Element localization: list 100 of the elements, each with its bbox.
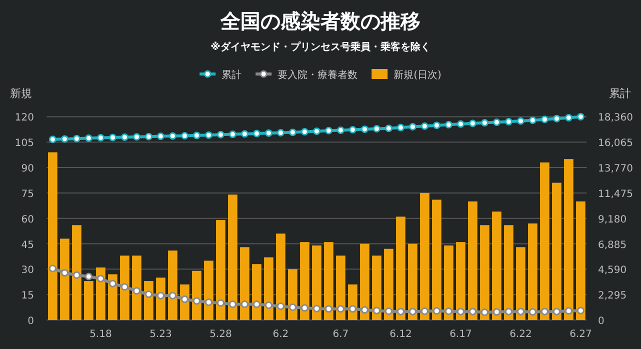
bar bbox=[168, 250, 178, 320]
point bbox=[192, 132, 200, 140]
bar bbox=[492, 212, 502, 320]
point bbox=[324, 305, 332, 313]
bar bbox=[48, 152, 58, 320]
point bbox=[84, 134, 92, 142]
point bbox=[396, 124, 404, 132]
bar bbox=[72, 225, 82, 320]
point bbox=[96, 134, 104, 142]
bar bbox=[480, 225, 490, 320]
point bbox=[516, 308, 524, 316]
point bbox=[96, 274, 104, 282]
bar bbox=[420, 192, 430, 320]
point bbox=[288, 304, 296, 312]
point bbox=[132, 287, 140, 295]
bar bbox=[552, 182, 562, 320]
y-tick-label: 15 bbox=[21, 290, 34, 302]
y2-tick-label: 6,885 bbox=[598, 240, 627, 251]
point bbox=[120, 133, 128, 141]
point bbox=[168, 292, 176, 300]
legend-label: 累計 bbox=[222, 69, 242, 81]
point bbox=[60, 269, 68, 277]
point bbox=[420, 122, 428, 130]
point bbox=[156, 292, 164, 300]
point bbox=[408, 308, 416, 316]
legend-label: 新規(日次) bbox=[394, 69, 442, 81]
point bbox=[120, 283, 128, 291]
point bbox=[228, 130, 236, 138]
point bbox=[84, 272, 92, 280]
point bbox=[576, 306, 584, 314]
point bbox=[252, 130, 260, 138]
point bbox=[444, 308, 452, 315]
y-axis-title: 新規 bbox=[10, 87, 32, 100]
bar bbox=[540, 162, 550, 320]
bar bbox=[516, 247, 526, 320]
chart-title: 全国の感染者数の推移 bbox=[220, 9, 420, 33]
y2-tick-label: 11,475 bbox=[598, 188, 633, 200]
point bbox=[552, 114, 560, 122]
y-tick-label: 45 bbox=[21, 240, 34, 251]
point bbox=[216, 299, 224, 307]
point bbox=[336, 305, 344, 313]
bar bbox=[456, 242, 466, 320]
point bbox=[108, 280, 116, 288]
point bbox=[480, 119, 488, 127]
point bbox=[192, 297, 200, 305]
bar bbox=[336, 256, 346, 320]
point bbox=[204, 131, 212, 139]
x-tick-label: 6.17 bbox=[450, 329, 472, 340]
bar bbox=[432, 200, 442, 320]
point bbox=[228, 300, 236, 308]
y2-tick-label: 2,295 bbox=[598, 290, 627, 302]
point bbox=[240, 130, 248, 138]
x-tick-label: 5.18 bbox=[90, 329, 112, 340]
bar bbox=[276, 234, 286, 320]
point bbox=[300, 128, 308, 136]
point bbox=[372, 306, 380, 314]
point bbox=[456, 120, 464, 128]
point bbox=[492, 308, 500, 316]
bar bbox=[132, 256, 142, 320]
point bbox=[288, 128, 296, 136]
y-tick-label: 30 bbox=[21, 265, 34, 276]
point bbox=[48, 264, 56, 272]
point bbox=[456, 308, 464, 316]
y2-tick-label: 9,180 bbox=[598, 214, 627, 226]
y-tick-label: 0 bbox=[28, 316, 34, 327]
bar bbox=[408, 244, 418, 320]
point bbox=[528, 116, 536, 124]
point bbox=[480, 308, 488, 316]
point bbox=[204, 298, 212, 306]
x-tick-label: 6.2 bbox=[272, 329, 289, 340]
point bbox=[72, 271, 80, 279]
point bbox=[300, 304, 308, 312]
x-tick-label: 5.23 bbox=[150, 329, 172, 340]
point bbox=[420, 308, 428, 315]
legend-label: 要入院・療養者数 bbox=[278, 69, 358, 81]
y2-tick-label: 16,065 bbox=[598, 138, 633, 150]
point bbox=[180, 132, 188, 140]
point bbox=[540, 116, 548, 124]
point bbox=[492, 118, 500, 126]
x-tick-label: 6.22 bbox=[510, 329, 532, 340]
y-tick-label: 120 bbox=[14, 112, 34, 124]
point bbox=[168, 132, 176, 140]
y-tick-label: 105 bbox=[14, 138, 34, 150]
y2-axis-title: 累計 bbox=[609, 87, 631, 100]
y2-tick-label: 0 bbox=[598, 316, 604, 327]
point bbox=[468, 308, 476, 316]
bar bbox=[360, 244, 370, 320]
point bbox=[216, 130, 224, 138]
y2-tick-label: 18,360 bbox=[598, 112, 633, 124]
bar bbox=[444, 245, 454, 320]
bar bbox=[372, 256, 382, 320]
bar bbox=[252, 264, 262, 320]
point bbox=[360, 306, 368, 314]
point bbox=[252, 300, 260, 308]
point bbox=[408, 123, 416, 131]
bar bbox=[216, 220, 226, 320]
y2-tick-label: 4,590 bbox=[598, 265, 627, 276]
point bbox=[276, 129, 284, 137]
point bbox=[144, 290, 152, 298]
bar bbox=[60, 238, 70, 320]
